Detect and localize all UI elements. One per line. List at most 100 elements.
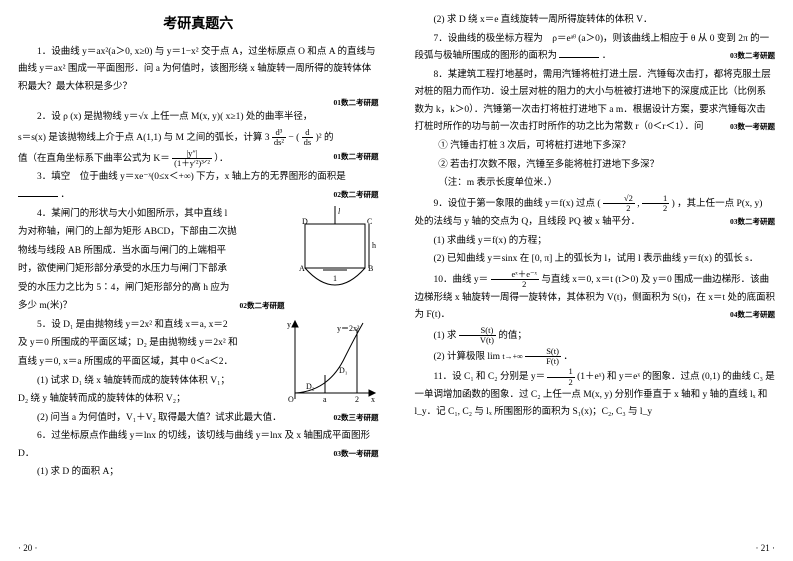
- p9-point-open: (: [597, 199, 600, 209]
- p5-6-text: (2) 问当 a 为何值时，V₁＋V₂ 取得最大值？试求此最大值．: [37, 413, 282, 423]
- p2-c: s＝s(x) 是该抛物线上介于点 A(1,1) 与 M 之间的弧长，计算 3: [18, 133, 269, 143]
- fig1-h: h: [372, 241, 376, 250]
- problem-11: 11．设 C₁ 和 C₂ 分别是 y＝ 1 2 (1＋eˣ) 和 y＝eˣ 的图…: [415, 367, 776, 422]
- frac9b-den: 2: [642, 204, 669, 213]
- frac10-2: S(t) F(t): [525, 347, 561, 367]
- p2-e: 值（在直角坐标系下曲率公式为 K＝: [18, 154, 170, 164]
- p9-c: 处的法线与 y 轴的交点为 Q，且线段 PQ 被 x 轴平分．: [415, 217, 641, 227]
- p8-3: ② 若击打次数不限，汽锤至多能将桩打进地下多深？: [415, 157, 776, 175]
- p10-1: (1) 求 S(t) V(t) 的值；: [415, 326, 776, 346]
- fig2-2: 2: [355, 395, 359, 404]
- problem-7: 7．设曲线的极坐标方程为 ρ＝eᵃᶿ (a＞0)，则该曲线上相应于 θ 从 0 …: [415, 31, 776, 66]
- frac-curvature: |y″| (1＋y′²)³ᐟ²: [172, 149, 212, 169]
- fig2-curve: y＝2x²: [337, 324, 360, 333]
- p10-1b: 的值；: [498, 331, 527, 341]
- left-page: 考研真题六 1．设曲线 y＝ax²(a＞0, x≥0) 与 y＝1−x² 交于点…: [0, 0, 397, 561]
- problem-6: 6．过坐标原点作曲线 y＝lnx 的切线，该切线与曲线 y＝lnx 及 x 轴围…: [18, 428, 379, 463]
- tag-1: 01数二考研题: [18, 96, 379, 110]
- p9-point-close: ): [672, 199, 675, 209]
- fig1-A: A: [299, 264, 305, 273]
- frac11-den: 2: [547, 378, 574, 387]
- frac9a: √2 2: [603, 194, 635, 214]
- page-title: 考研真题六: [18, 12, 379, 38]
- lim-sub: t→+∞: [502, 352, 522, 361]
- frac1-den: ds²: [272, 138, 286, 147]
- p3-a: 3．填空 位于曲线 y＝xe⁻ˣ(0≤x＜+∞) 下方，x 轴上方的无界图形的面…: [37, 172, 346, 182]
- frac9a-den: 2: [603, 204, 635, 213]
- p10-2: (2) 计算极限 lim t→+∞ S(t) F(t) ．: [415, 347, 776, 367]
- p2-b: (x) 是抛物线 y＝√x 上任一点 M(x, y)( x≥1) 处的曲率半径，: [70, 112, 312, 122]
- problem-9-line2: 处的法线与 y 轴的交点为 Q，且线段 PQ 被 x 轴平分． 03数二考研题: [415, 214, 776, 232]
- frac1b-den: ds: [302, 138, 314, 147]
- frac10-1-den: V(t): [459, 336, 496, 345]
- fig2-O: O: [288, 395, 294, 404]
- rho-symbol: ρ: [63, 112, 68, 122]
- lim-label: lim: [487, 352, 500, 362]
- figure-parabola: y y＝2x² O a 2 x D₁ D₂: [283, 317, 379, 405]
- problem-2-line3: 值（在直角坐标系下曲率公式为 K＝ |y″| (1＋y′²)³ᐟ² ）． 01数…: [18, 149, 379, 169]
- frac2-den: (1＋y′²)³ᐟ²: [172, 159, 212, 168]
- p4-6-text: 多少 m(米)？: [18, 301, 72, 311]
- tag-6: 03数一考研题: [315, 447, 379, 461]
- tag-10: 04数二考研题: [711, 308, 775, 322]
- fig2-D2: D₂: [306, 382, 315, 391]
- frac10-den: 2: [491, 280, 539, 289]
- p2-d: 的: [324, 133, 334, 143]
- p9-b: ，其上任一点 P(x, y): [677, 199, 762, 209]
- fig2-a: a: [323, 395, 327, 404]
- problem-3: 3．填空 位于曲线 y＝xe⁻ˣ(0≤x＜+∞) 下方，x 轴上方的无界图形的面…: [18, 169, 379, 204]
- blank-7: [559, 48, 599, 58]
- fig1-D: D: [302, 217, 308, 226]
- tag-3: 02数二考研题: [315, 188, 379, 202]
- frac10: eˣ＋e⁻ˣ 2: [491, 270, 539, 290]
- p8-4: （注：m 表示长度单位米．）: [415, 175, 776, 193]
- fig2-x: x: [371, 395, 375, 404]
- fig1-B: B: [368, 264, 373, 273]
- p9-a: 9．设位于第一象限的曲线 y＝f(x) 过点: [434, 199, 596, 209]
- p3-b: ．: [60, 190, 70, 200]
- p10-a: 10．曲线 y＝: [434, 275, 489, 285]
- tag-9: 03数二考研题: [730, 215, 775, 229]
- frac-extra: d ds: [302, 128, 314, 148]
- problem-1: 1．设曲线 y＝ax²(a＞0, x≥0) 与 y＝1−x² 交于点 A，过坐标…: [18, 44, 379, 97]
- tag-5: 02数三考研题: [315, 411, 379, 425]
- problem-2-line1: 2．设 ρ (x) 是抛物线 y＝√x 上任一点 M(x, y)( x≥1) 处…: [18, 109, 379, 127]
- p5-6: (2) 问当 a 为何值时，V₁＋V₂ 取得最大值？试求此最大值． 02数三考研…: [18, 410, 379, 428]
- problem-2-line2: s＝s(x) 是该抛物线上介于点 A(1,1) 与 M 之间的弧长，计算 3 d…: [18, 128, 379, 148]
- problem-10: 10．曲线 y＝ eˣ＋e⁻ˣ 2 与直线 x＝0, x＝t (t＞0) 及 y…: [415, 270, 776, 325]
- figure-gate: D C A B h 1 l: [291, 206, 379, 306]
- fig1-C: C: [367, 217, 372, 226]
- frac10-num: eˣ＋e⁻ˣ: [491, 270, 539, 280]
- right-page: (2) 求 D 绕 x＝e 直线旋转一周所得旋转体的体积 V． 7．设曲线的极坐…: [397, 0, 793, 561]
- p2-a: 2．设: [37, 112, 61, 122]
- minus-paren: − (: [288, 133, 299, 143]
- fig1-1: 1: [333, 274, 337, 283]
- frac9b: 1 2: [642, 194, 669, 214]
- fig2-y: y: [287, 320, 291, 329]
- tag-2: 01数二考研题: [334, 150, 379, 164]
- p2-f: ）．: [214, 154, 228, 164]
- p11-a: 11．设 C₁ 和 C₂ 分别是 y＝: [434, 372, 546, 382]
- p8-2: ① 汽锤击打桩 3 次后，可将桩打进地下多深？: [415, 138, 776, 156]
- tag-8: 03数一考研题: [711, 120, 775, 134]
- close-sq: )²: [316, 133, 322, 143]
- frac11: 1 2: [547, 367, 574, 387]
- frac11-num: 1: [547, 367, 574, 377]
- p10-1a: (1) 求: [434, 331, 459, 341]
- blank-3: [18, 187, 58, 197]
- p10-2a: (2) 计算极限: [434, 352, 488, 362]
- r-p1: (2) 求 D 绕 x＝e 直线旋转一周所得旋转体的体积 V．: [415, 12, 776, 30]
- frac-d3ds2: d³ ds²: [272, 128, 286, 148]
- p7-b: ．: [602, 51, 612, 61]
- fig1-l: l: [338, 207, 341, 216]
- tag-7: 03数二考研题: [711, 49, 775, 63]
- page-number-right: · 21 ·: [756, 540, 776, 557]
- frac10-1: S(t) V(t): [459, 326, 496, 346]
- p9-2: (2) 已知曲线 y＝sinx 在 [0, π] 上的弧长为 l，试用 l 表示…: [415, 251, 776, 269]
- p9-1: (1) 求曲线 y＝f(x) 的方程；: [415, 233, 776, 251]
- fig2-D1: D₁: [339, 366, 348, 375]
- p6-1: (1) 求 D 的面积 A；: [18, 464, 379, 482]
- page-number-left: · 20 ·: [18, 540, 38, 557]
- p8-1: 8．某建筑工程打地基时，需用汽锤将桩打进土层．汽锤每次击打，都将克服土层对桩的阻…: [415, 67, 776, 137]
- frac10-2-den: F(t): [525, 357, 561, 366]
